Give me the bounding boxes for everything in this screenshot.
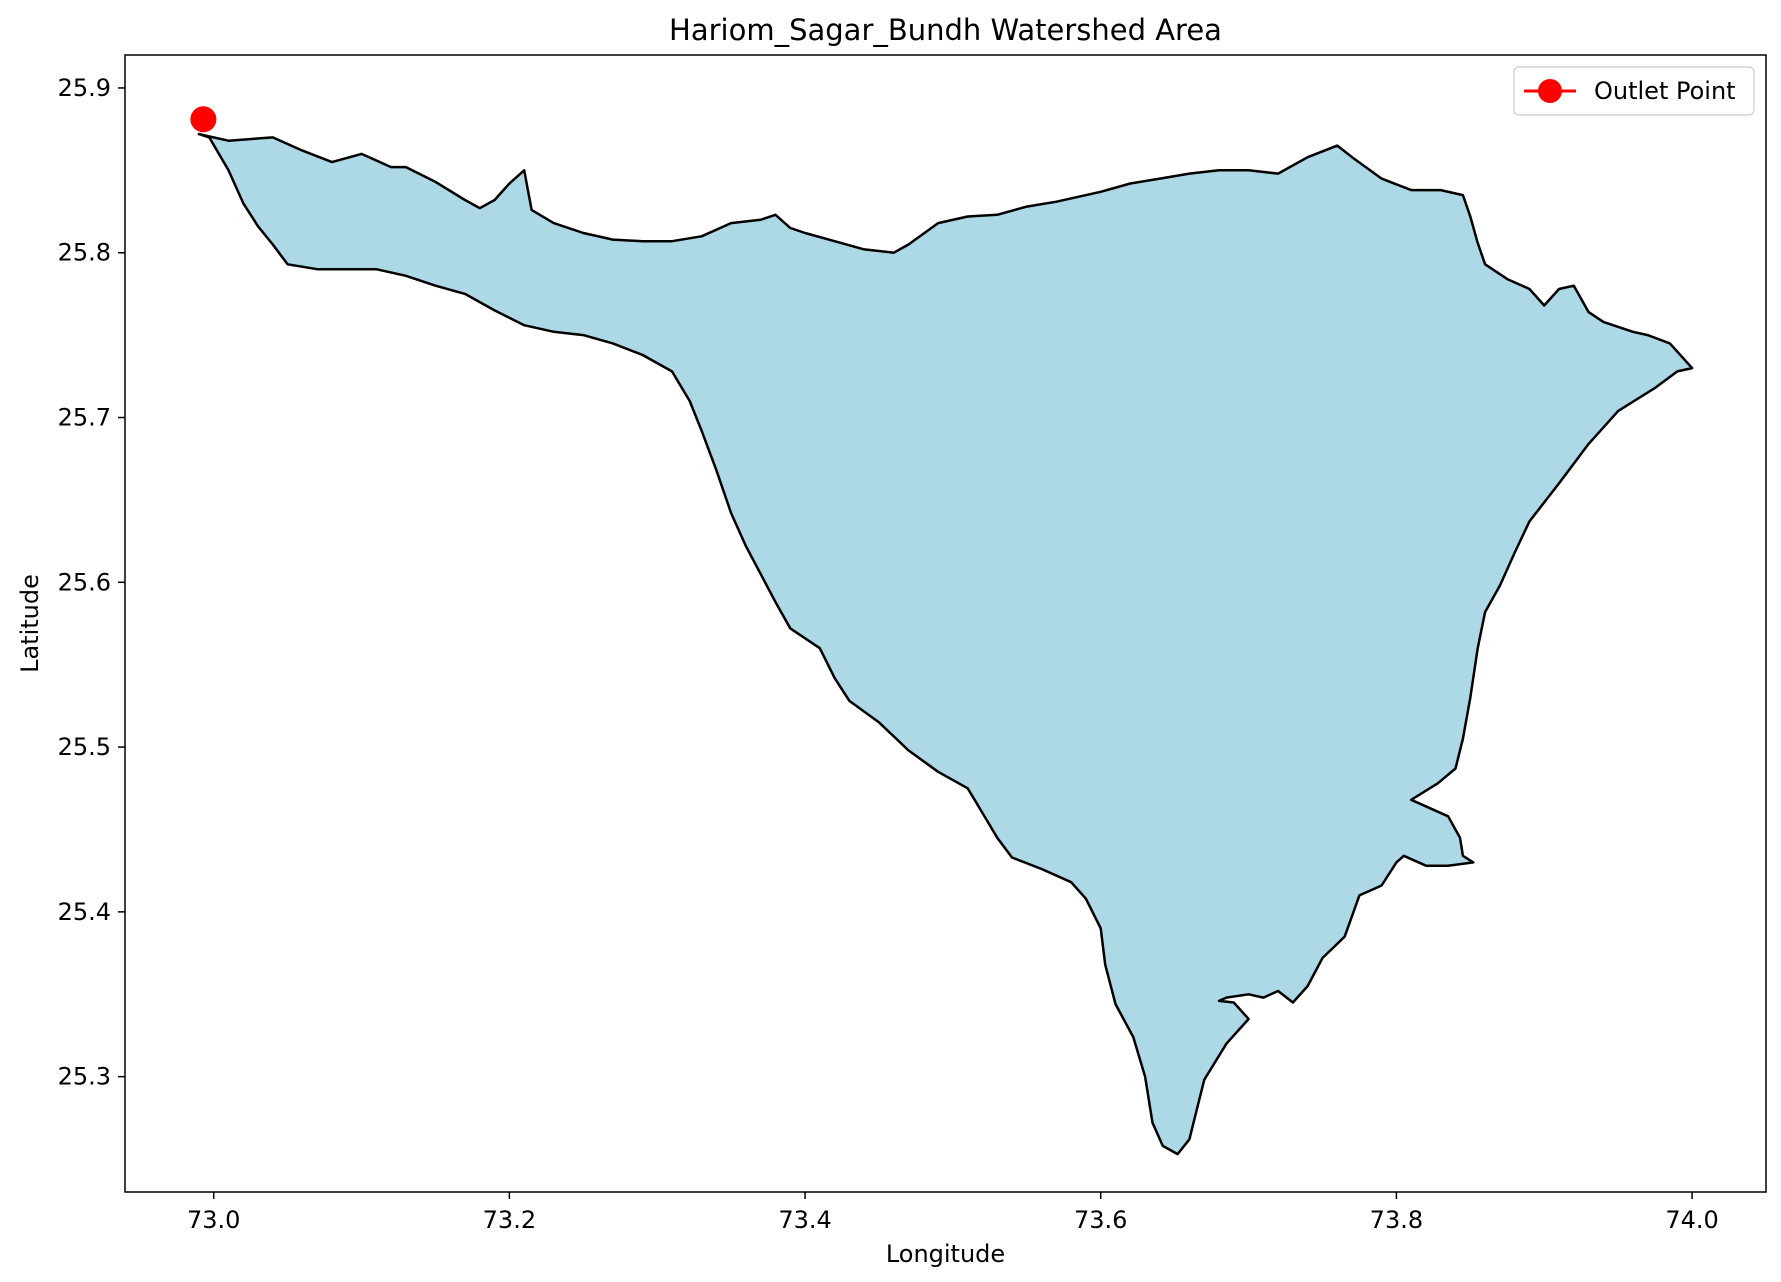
y-tick-label: 25.4 bbox=[58, 898, 111, 926]
chart-title: Hariom_Sagar_Bundh Watershed Area bbox=[669, 13, 1222, 47]
x-tick-label: 73.4 bbox=[778, 1206, 831, 1234]
y-tick-label: 25.3 bbox=[58, 1063, 111, 1091]
y-tick-label: 25.5 bbox=[58, 733, 111, 761]
y-tick-label: 25.7 bbox=[58, 404, 111, 432]
x-axis-ticks: 73.0 73.2 73.4 73.6 73.8 74.0 bbox=[187, 1192, 1719, 1234]
x-tick-label: 74.0 bbox=[1665, 1206, 1718, 1234]
legend-label-outlet-point: Outlet Point bbox=[1594, 77, 1736, 105]
x-axis-label: Longitude bbox=[886, 1240, 1005, 1268]
y-tick-label: 25.9 bbox=[58, 74, 111, 102]
legend-box bbox=[1513, 66, 1755, 116]
x-tick-label: 73.0 bbox=[187, 1206, 240, 1234]
y-tick-label: 25.8 bbox=[58, 239, 111, 267]
x-tick-label: 73.6 bbox=[1074, 1206, 1127, 1234]
legend: Outlet Point bbox=[1513, 66, 1755, 116]
watershed-polygon bbox=[197, 132, 1694, 1156]
legend-marker-swatch bbox=[1538, 79, 1562, 103]
plot-frame bbox=[124, 54, 1767, 1193]
outlet-point-marker bbox=[190, 106, 217, 133]
y-axis-label: Latitude bbox=[16, 574, 44, 673]
y-tick-label: 25.6 bbox=[58, 568, 111, 596]
watershed-layer bbox=[197, 132, 1694, 1156]
outlet-points-layer bbox=[190, 106, 217, 133]
y-axis-ticks: 25.3 25.4 25.5 25.6 25.7 25.8 25.9 bbox=[58, 74, 125, 1091]
x-tick-label: 73.2 bbox=[483, 1206, 536, 1234]
x-tick-label: 73.8 bbox=[1370, 1206, 1423, 1234]
